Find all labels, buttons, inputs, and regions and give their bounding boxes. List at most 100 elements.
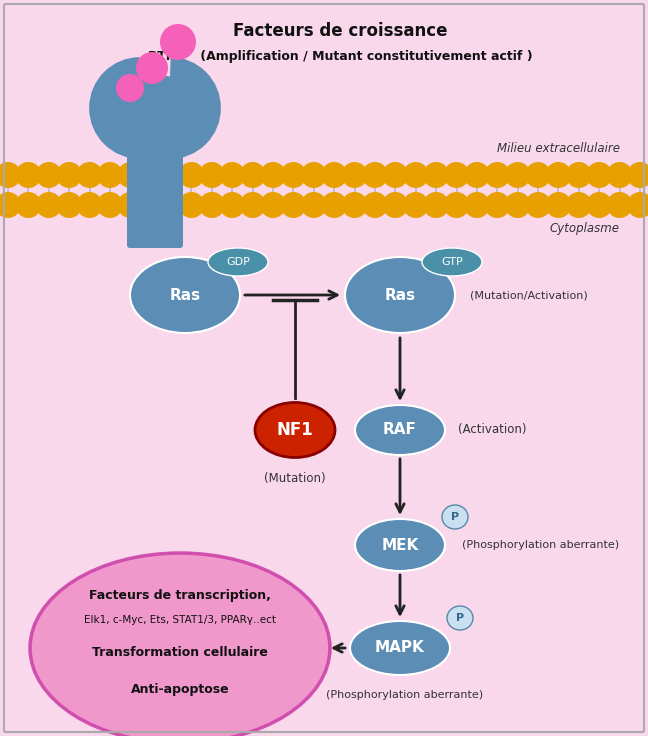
Text: NF1: NF1 — [277, 421, 314, 439]
Circle shape — [0, 192, 21, 218]
Circle shape — [362, 192, 388, 218]
Circle shape — [56, 192, 82, 218]
Ellipse shape — [130, 257, 240, 333]
Circle shape — [464, 192, 490, 218]
Circle shape — [117, 162, 143, 188]
Circle shape — [97, 192, 123, 218]
Circle shape — [281, 162, 307, 188]
Circle shape — [199, 192, 225, 218]
Circle shape — [240, 192, 266, 218]
Circle shape — [240, 162, 266, 188]
Text: Milieu extracellulaire: Milieu extracellulaire — [497, 142, 620, 155]
Ellipse shape — [442, 505, 468, 529]
Circle shape — [546, 192, 572, 218]
Circle shape — [301, 162, 327, 188]
Circle shape — [260, 162, 286, 188]
Circle shape — [0, 162, 21, 188]
Circle shape — [586, 192, 612, 218]
Circle shape — [382, 162, 408, 188]
FancyBboxPatch shape — [127, 97, 183, 248]
Circle shape — [403, 192, 429, 218]
Text: (Mutation): (Mutation) — [264, 472, 326, 485]
Circle shape — [158, 162, 184, 188]
Circle shape — [260, 192, 286, 218]
Circle shape — [199, 162, 225, 188]
Text: (Activation): (Activation) — [458, 423, 526, 436]
Circle shape — [219, 192, 245, 218]
Text: Transformation cellulaire: Transformation cellulaire — [92, 645, 268, 659]
Circle shape — [607, 162, 632, 188]
Text: Facteurs de transcription,: Facteurs de transcription, — [89, 590, 271, 603]
Circle shape — [301, 192, 327, 218]
Text: GDP: GDP — [226, 257, 250, 267]
Circle shape — [117, 192, 143, 218]
Circle shape — [566, 162, 592, 188]
Circle shape — [116, 74, 144, 102]
Ellipse shape — [447, 606, 473, 630]
Circle shape — [464, 162, 490, 188]
Text: MAPK: MAPK — [375, 640, 425, 656]
Text: Anti-apoptose: Anti-apoptose — [131, 684, 229, 696]
Circle shape — [158, 192, 184, 218]
Ellipse shape — [355, 405, 445, 455]
Ellipse shape — [355, 519, 445, 571]
Ellipse shape — [115, 75, 195, 115]
Circle shape — [607, 192, 632, 218]
Circle shape — [627, 192, 648, 218]
Circle shape — [525, 192, 551, 218]
Circle shape — [16, 162, 41, 188]
Text: P: P — [456, 613, 464, 623]
Text: Cytoplasme: Cytoplasme — [550, 222, 620, 235]
Circle shape — [382, 192, 408, 218]
Circle shape — [341, 192, 367, 218]
Circle shape — [443, 162, 470, 188]
Circle shape — [423, 162, 449, 188]
Circle shape — [321, 192, 347, 218]
Circle shape — [36, 192, 62, 218]
Circle shape — [403, 162, 429, 188]
Circle shape — [505, 192, 531, 218]
Text: Ras: Ras — [384, 288, 415, 302]
Circle shape — [16, 192, 41, 218]
Circle shape — [36, 162, 62, 188]
Ellipse shape — [208, 248, 268, 276]
Circle shape — [443, 192, 470, 218]
Circle shape — [138, 162, 164, 188]
Text: GTP: GTP — [441, 257, 463, 267]
Ellipse shape — [30, 553, 330, 736]
Circle shape — [362, 162, 388, 188]
Circle shape — [423, 192, 449, 218]
Circle shape — [321, 162, 347, 188]
Ellipse shape — [255, 403, 335, 458]
Circle shape — [566, 192, 592, 218]
Circle shape — [97, 162, 123, 188]
Circle shape — [178, 162, 205, 188]
Circle shape — [56, 162, 82, 188]
Circle shape — [586, 162, 612, 188]
Ellipse shape — [345, 257, 455, 333]
Text: Elk1, c-Myc, Ets, STAT1/3, PPARγ..ect: Elk1, c-Myc, Ets, STAT1/3, PPARγ..ect — [84, 615, 276, 625]
Circle shape — [484, 192, 510, 218]
Text: Ras: Ras — [169, 288, 201, 302]
Ellipse shape — [350, 621, 450, 675]
Text: (Phosphorylation aberrante): (Phosphorylation aberrante) — [327, 690, 483, 700]
Circle shape — [76, 192, 102, 218]
Circle shape — [160, 24, 196, 60]
Text: P: P — [451, 512, 459, 522]
Text: RTKs    (Amplification / Mutant constitutivement actif ): RTKs (Amplification / Mutant constitutiv… — [148, 50, 532, 63]
Circle shape — [76, 162, 102, 188]
Circle shape — [341, 162, 367, 188]
Ellipse shape — [422, 248, 482, 276]
Circle shape — [505, 162, 531, 188]
Circle shape — [281, 192, 307, 218]
Circle shape — [138, 192, 164, 218]
Text: (Phosphorylation aberrante): (Phosphorylation aberrante) — [462, 540, 619, 550]
Circle shape — [525, 162, 551, 188]
Circle shape — [219, 162, 245, 188]
Text: MEK: MEK — [382, 537, 419, 553]
Text: RAF: RAF — [383, 422, 417, 437]
Circle shape — [136, 52, 168, 84]
Circle shape — [178, 192, 205, 218]
Text: Facteurs de croissance: Facteurs de croissance — [233, 22, 447, 40]
Text: (Mutation/Activation): (Mutation/Activation) — [470, 290, 588, 300]
